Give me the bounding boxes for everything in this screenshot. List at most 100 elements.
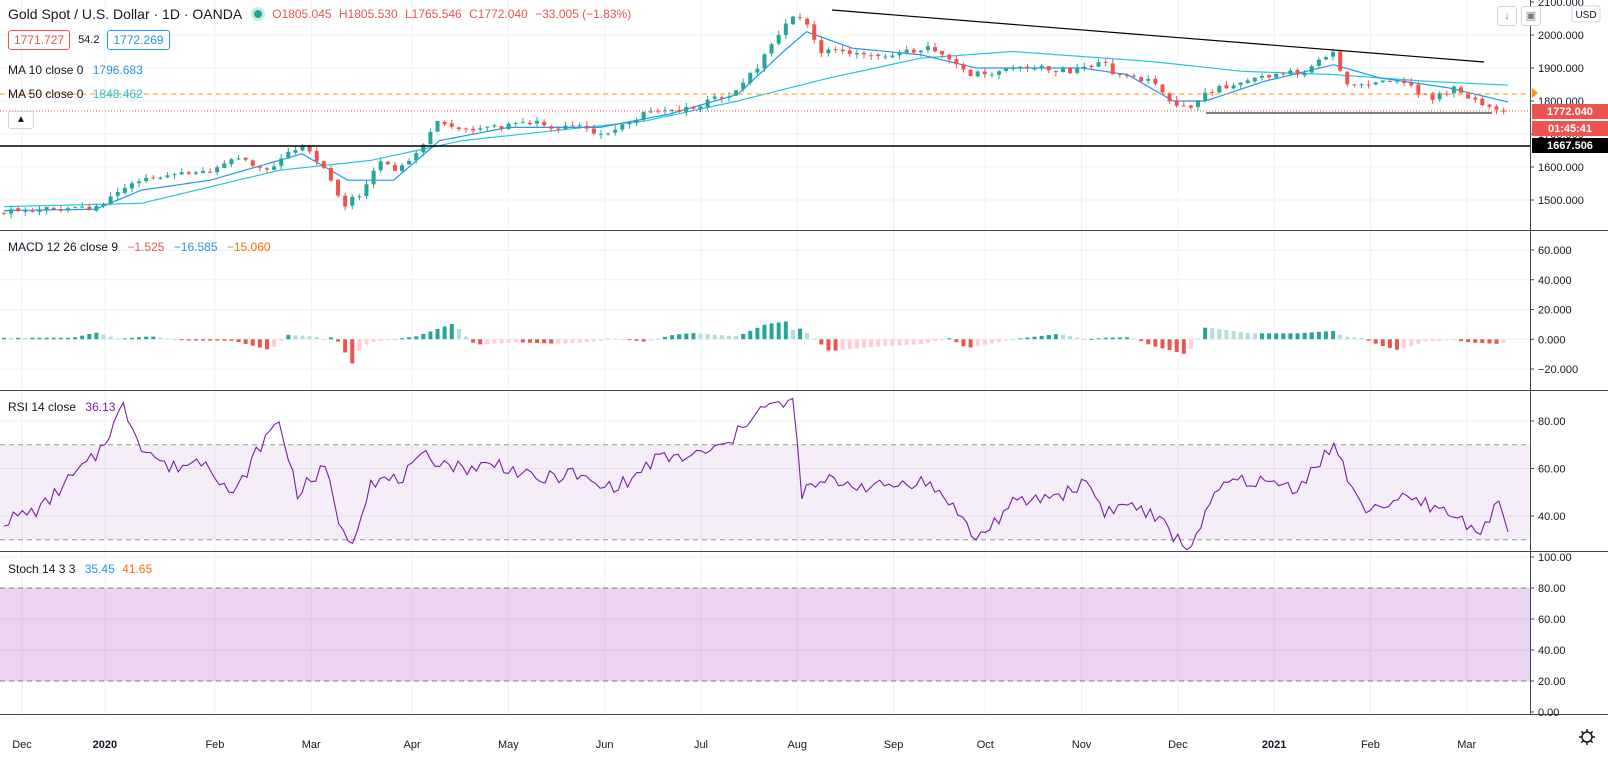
- y-tick-label: −20.000: [1538, 364, 1578, 376]
- macd-histogram-bar: [783, 321, 788, 340]
- gear-icon-tooth: [1580, 740, 1584, 744]
- x-tick-label: May: [498, 739, 519, 751]
- macd-histogram-bar: [442, 326, 447, 340]
- macd-histogram-bar: [890, 339, 895, 346]
- candle-up: [577, 125, 582, 127]
- macd-histogram-bar: [549, 339, 554, 344]
- candle-down: [1494, 106, 1499, 110]
- candle-up: [179, 172, 184, 175]
- candle-down: [51, 207, 56, 210]
- macd-histogram-bar: [215, 339, 220, 341]
- macd-histogram-bar: [357, 339, 362, 351]
- candle-up: [193, 172, 198, 174]
- candle-up: [1309, 66, 1314, 73]
- y-tick-label: 0.00: [1538, 707, 1559, 719]
- macd-histogram-bar: [620, 339, 625, 341]
- macd-value: −16.585: [173, 240, 218, 254]
- macd-histogram-bar: [449, 323, 454, 340]
- candle-down: [314, 150, 319, 162]
- legend-stoch[interactable]: Stoch 14 3 3 35.45 41.65: [8, 562, 152, 576]
- legend-ma50[interactable]: MA 50 close 0 1848.462: [8, 87, 143, 101]
- macd-histogram-bar: [1011, 339, 1016, 341]
- sell-price[interactable]: 1771.727: [8, 30, 71, 50]
- candle-up: [755, 68, 760, 73]
- macd-histogram-bar: [236, 339, 241, 343]
- candle-up: [1395, 80, 1400, 82]
- macd-histogram-bar: [37, 337, 42, 340]
- candle-down: [1444, 93, 1449, 95]
- macd-histogram-bar: [648, 339, 653, 341]
- download-button[interactable]: ↓: [1497, 6, 1517, 26]
- y-tick-label: 2100.000: [1538, 0, 1584, 9]
- candle-up: [44, 207, 49, 211]
- x-tick-label: Mar: [1457, 739, 1476, 751]
- buy-price[interactable]: 1772.269: [107, 30, 170, 50]
- macd-histogram-bar: [520, 339, 525, 343]
- candle-up: [1004, 68, 1009, 71]
- macd-histogram-bar: [1331, 330, 1336, 340]
- macd-histogram-bar: [741, 333, 746, 340]
- gear-icon[interactable]: [1579, 729, 1595, 745]
- candle-up: [172, 174, 177, 176]
- candle-down: [1352, 84, 1357, 86]
- candle-up: [357, 196, 362, 198]
- symbol-title[interactable]: Gold Spot / U.S. Dollar · 1D · OANDA: [8, 6, 243, 22]
- y-tick-label: 100.00: [1538, 552, 1572, 564]
- macd-histogram-bar: [16, 337, 21, 340]
- candle-up: [1238, 82, 1243, 85]
- macd-histogram-bar: [1210, 328, 1215, 340]
- collapse-legend-button[interactable]: ▲: [8, 111, 34, 129]
- candle-up: [435, 121, 440, 132]
- candle-up: [215, 167, 220, 173]
- candle-up: [513, 122, 518, 124]
- candle-up: [1203, 92, 1208, 101]
- macd-histogram-bar: [1494, 339, 1499, 344]
- candle-down: [1487, 104, 1492, 107]
- x-tick-label: Dec: [12, 739, 32, 751]
- macd-histogram-bar: [1245, 332, 1250, 340]
- candle-down: [940, 50, 945, 55]
- legend-rsi[interactable]: RSI 14 close 36.13: [8, 400, 115, 414]
- candle-up: [414, 153, 419, 161]
- fullscreen-button[interactable]: ▣: [1521, 6, 1541, 26]
- spread-value: 54.2: [78, 34, 100, 46]
- macd-histogram-bar: [1409, 339, 1414, 346]
- macd-histogram-bar: [364, 339, 369, 345]
- macd-histogram-bar: [1444, 339, 1449, 341]
- macd-histogram-bar: [471, 339, 476, 343]
- candle-up: [890, 55, 895, 58]
- candle-down: [1281, 73, 1286, 75]
- candle-up: [854, 53, 859, 55]
- candle-up: [599, 133, 604, 135]
- macd-histogram-bar: [1309, 332, 1314, 340]
- candle-up: [1359, 84, 1364, 86]
- macd-histogram-bar: [542, 339, 547, 344]
- candle-down: [911, 49, 916, 53]
- legend-macd[interactable]: MACD 12 26 close 9 −1.525 −16.585 −15.06…: [8, 240, 271, 254]
- macd-histogram-bar: [1039, 335, 1044, 340]
- candle-up: [222, 163, 227, 168]
- candle-up: [1039, 65, 1044, 69]
- fullscreen-icon: ▣: [1525, 10, 1537, 22]
- candle-down: [719, 97, 724, 99]
- macd-histogram-bar: [989, 339, 994, 344]
- macd-histogram-bar: [1345, 336, 1350, 340]
- x-tick-label: Feb: [1361, 739, 1380, 751]
- candle-down: [392, 164, 397, 171]
- macd-histogram-bar: [1274, 333, 1279, 340]
- legend-ma10[interactable]: MA 10 close 0 1796.683: [8, 63, 143, 77]
- macd-label: MACD 12 26 close 9: [8, 240, 119, 254]
- macd-histogram-bar: [1110, 337, 1115, 340]
- candle-down: [186, 172, 191, 174]
- macd-histogram-bar: [776, 322, 781, 340]
- macd-histogram-bar: [101, 334, 106, 340]
- macd-histogram-bar: [506, 339, 511, 343]
- macd-histogram-bar: [499, 339, 504, 344]
- macd-histogram-bar: [1281, 333, 1286, 340]
- candle-up: [918, 50, 923, 53]
- macd-histogram-bar: [662, 336, 667, 340]
- candle-up: [1380, 80, 1385, 83]
- candle-down: [1387, 81, 1392, 83]
- macd-histogram-bar: [172, 339, 177, 341]
